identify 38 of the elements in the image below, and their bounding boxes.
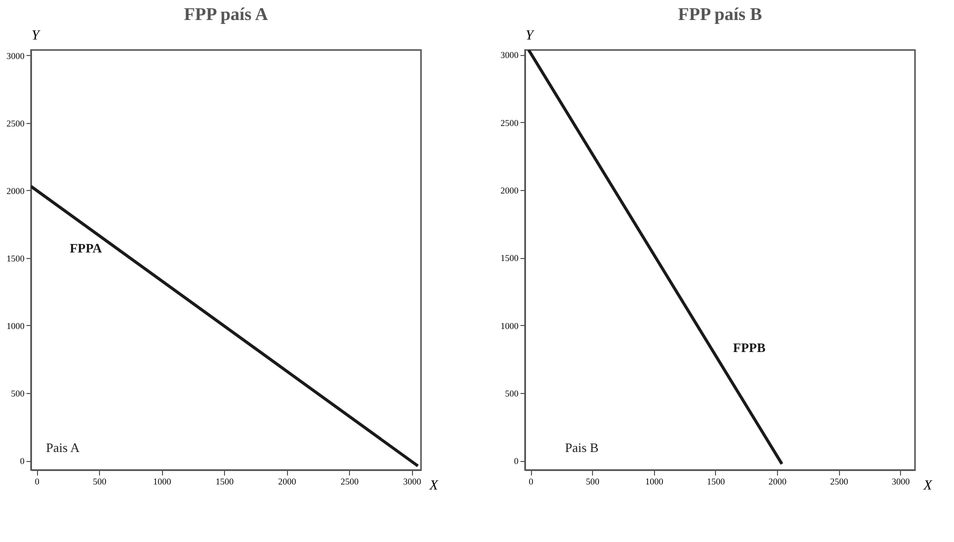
x-tick-label: 2500 bbox=[340, 476, 360, 486]
x-tick-label: 2000 bbox=[278, 476, 297, 486]
y-tick-label: 1500 bbox=[6, 253, 25, 264]
x-tick-label: 0 bbox=[34, 476, 40, 486]
y-tick-label: 500 bbox=[11, 388, 25, 399]
y-tick-label: 0 bbox=[514, 456, 519, 466]
y-tick-label: 1500 bbox=[500, 253, 519, 264]
chart-title: FPP país B bbox=[678, 4, 762, 24]
y-tick-label: 0 bbox=[20, 456, 25, 466]
x-tick-label: 0 bbox=[528, 476, 534, 486]
y-tick-label: 2500 bbox=[6, 118, 25, 128]
y-tick-label: 1000 bbox=[6, 321, 25, 331]
y-tick-label: 500 bbox=[505, 388, 519, 398]
y-tick-label: 3000 bbox=[6, 50, 25, 61]
x-tick-label: 1500 bbox=[216, 476, 234, 486]
x-tick-label: 500 bbox=[92, 476, 107, 486]
y-axis-title: Y bbox=[32, 28, 42, 44]
x-tick-label: 1000 bbox=[153, 476, 172, 486]
annotation: Pais A bbox=[46, 440, 80, 455]
x-tick-label: 2000 bbox=[768, 476, 787, 486]
series-label: FPPA bbox=[70, 240, 103, 256]
x-tick-label: 1500 bbox=[706, 476, 726, 486]
y-tick-label: 2000 bbox=[500, 186, 519, 196]
x-tick-label: 500 bbox=[586, 476, 600, 486]
y-tick-label: 3000 bbox=[500, 50, 519, 60]
x-tick-label: 3000 bbox=[403, 476, 422, 486]
x-axis-title: X bbox=[922, 478, 932, 494]
y-tick-label: 1000 bbox=[500, 320, 519, 331]
y-axis-title: Y bbox=[526, 28, 536, 44]
chart-title: FPP país A bbox=[184, 4, 268, 24]
x-tick-label: 3000 bbox=[892, 476, 910, 486]
x-axis-title: X bbox=[428, 478, 438, 494]
annotation: Pais B bbox=[565, 440, 599, 455]
y-tick-label: 2000 bbox=[6, 186, 25, 196]
x-tick-label: 1000 bbox=[645, 476, 664, 486]
y-tick-label: 2500 bbox=[500, 118, 519, 128]
x-tick-label: 2500 bbox=[830, 476, 849, 486]
series-label: FPPB bbox=[733, 340, 766, 356]
